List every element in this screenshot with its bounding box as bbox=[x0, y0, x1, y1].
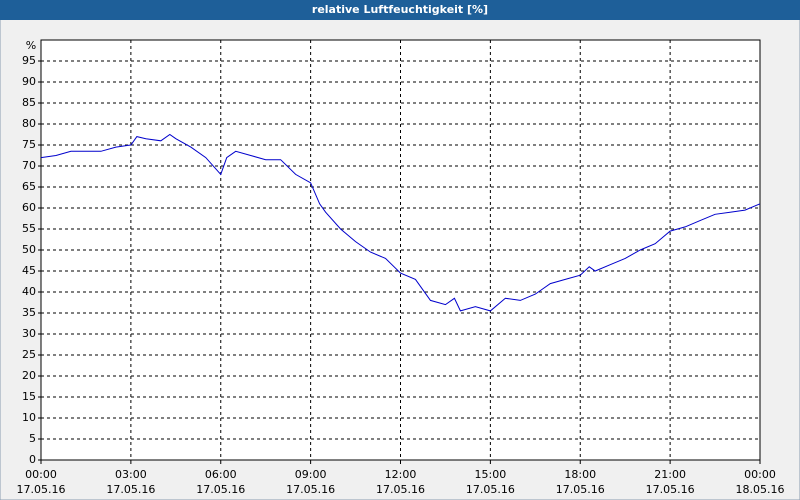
y-tick-label: 65 bbox=[22, 180, 36, 193]
y-tick-label: 5 bbox=[29, 432, 36, 445]
y-tick-label: 75 bbox=[22, 138, 36, 151]
x-tick-label: 09:00 17.05.16 bbox=[286, 468, 335, 496]
y-tick-label: 85 bbox=[22, 96, 36, 109]
y-tick-label: 55 bbox=[22, 222, 36, 235]
y-tick-label: 25 bbox=[22, 348, 36, 361]
data-line bbox=[40, 133, 761, 312]
x-tick-label: 06:00 17.05.16 bbox=[196, 468, 245, 496]
y-tick-label: 0 bbox=[29, 453, 36, 466]
x-tick-label: 15:00 17.05.16 bbox=[466, 468, 515, 496]
y-tick-label: 50 bbox=[22, 243, 36, 256]
y-tick-label: 80 bbox=[22, 117, 36, 130]
y-tick-label: 30 bbox=[22, 327, 36, 340]
y-tick-label: 20 bbox=[22, 369, 36, 382]
y-tick-label: 45 bbox=[22, 264, 36, 277]
x-tick-label: 00:00 17.05.16 bbox=[17, 468, 66, 496]
chart-title: relative Luftfeuchtigkeit [%] bbox=[312, 3, 488, 16]
x-tick-label: 21:00 17.05.16 bbox=[646, 468, 695, 496]
y-tick-label: 70 bbox=[22, 159, 36, 172]
x-tick-label: 00:00 18.05.16 bbox=[736, 468, 785, 496]
y-tick-label: 60 bbox=[22, 201, 36, 214]
y-tick-label: 90 bbox=[22, 75, 36, 88]
title-bar bbox=[0, 0, 800, 20]
y-tick-label: 10 bbox=[22, 411, 36, 424]
y-tick-label: 15 bbox=[22, 390, 36, 403]
y-tick-label: 35 bbox=[22, 306, 36, 319]
y-tick-label: 40 bbox=[22, 285, 36, 298]
y-axis-label: % bbox=[26, 39, 36, 52]
x-tick-label: 18:00 17.05.16 bbox=[556, 468, 605, 496]
y-tick-label: 95 bbox=[22, 54, 36, 67]
x-tick-label: 03:00 17.05.16 bbox=[106, 468, 155, 496]
x-tick-label: 12:00 17.05.16 bbox=[376, 468, 425, 496]
